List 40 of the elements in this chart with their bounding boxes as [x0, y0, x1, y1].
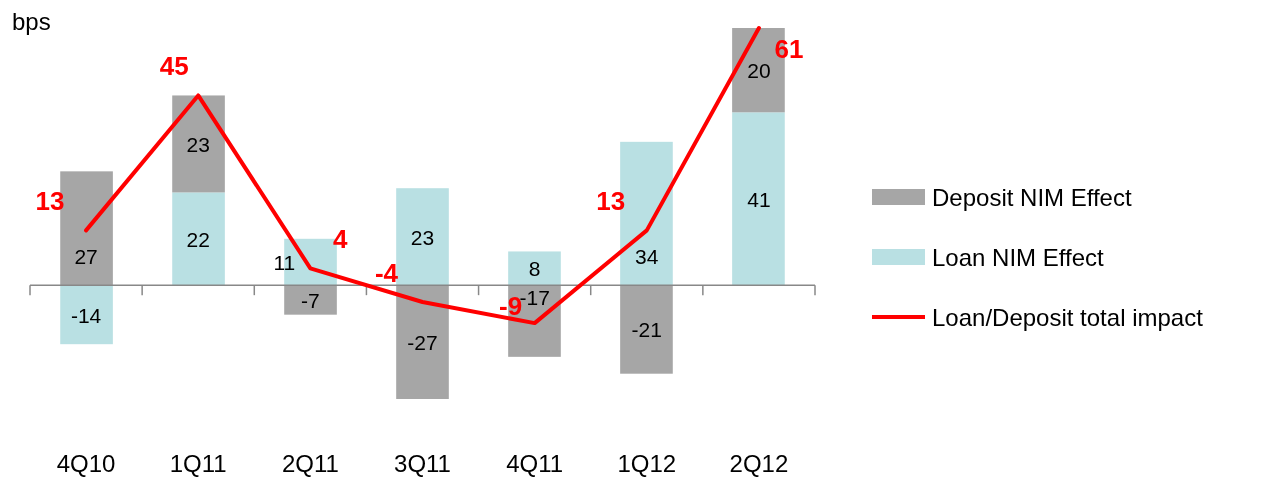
bar — [732, 112, 785, 286]
data-label: -4 — [374, 258, 399, 289]
data-label: -7 — [301, 288, 320, 312]
data-label: -21 — [631, 318, 662, 342]
data-label: 61 — [774, 34, 804, 64]
bar — [620, 285, 673, 374]
bar — [508, 251, 561, 286]
bar — [396, 188, 449, 286]
legend-label: Loan NIM Effect — [932, 244, 1104, 271]
data-label: -27 — [407, 331, 438, 355]
bar — [284, 285, 337, 315]
data-label: 45 — [159, 51, 189, 82]
x-tick-label: 4Q11 — [506, 450, 564, 477]
legend-label: Loan/Deposit total impact — [932, 304, 1204, 331]
data-label: 23 — [410, 225, 435, 249]
data-label: 13 — [35, 186, 65, 217]
data-label: 41 — [747, 187, 771, 211]
data-label: 4 — [333, 224, 349, 255]
data-label: 11 — [273, 250, 296, 274]
data-label: 23 — [186, 132, 210, 156]
data-label: 8 — [528, 257, 541, 281]
x-tick-label: 2Q12 — [729, 450, 789, 477]
bar — [60, 285, 113, 345]
x-tick-label: 3Q11 — [394, 450, 451, 477]
data-label: -9 — [499, 291, 523, 322]
x-tick-label: 4Q10 — [56, 450, 116, 477]
x-tick-label: 1Q11 — [169, 450, 227, 477]
bar — [172, 192, 225, 286]
y-axis-title: bps — [12, 8, 51, 35]
data-label: 34 — [635, 245, 659, 269]
legend-label: Deposit NIM Effect — [932, 184, 1132, 211]
bar — [172, 95, 225, 193]
data-label: 13 — [596, 186, 626, 217]
data-label: 22 — [186, 227, 210, 251]
data-label: 27 — [74, 245, 98, 269]
data-label: -14 — [70, 303, 102, 327]
bar — [396, 285, 449, 399]
x-tick-label: 1Q12 — [617, 450, 677, 477]
data-label: 20 — [747, 59, 771, 83]
x-tick-label: 2Q11 — [281, 450, 339, 477]
